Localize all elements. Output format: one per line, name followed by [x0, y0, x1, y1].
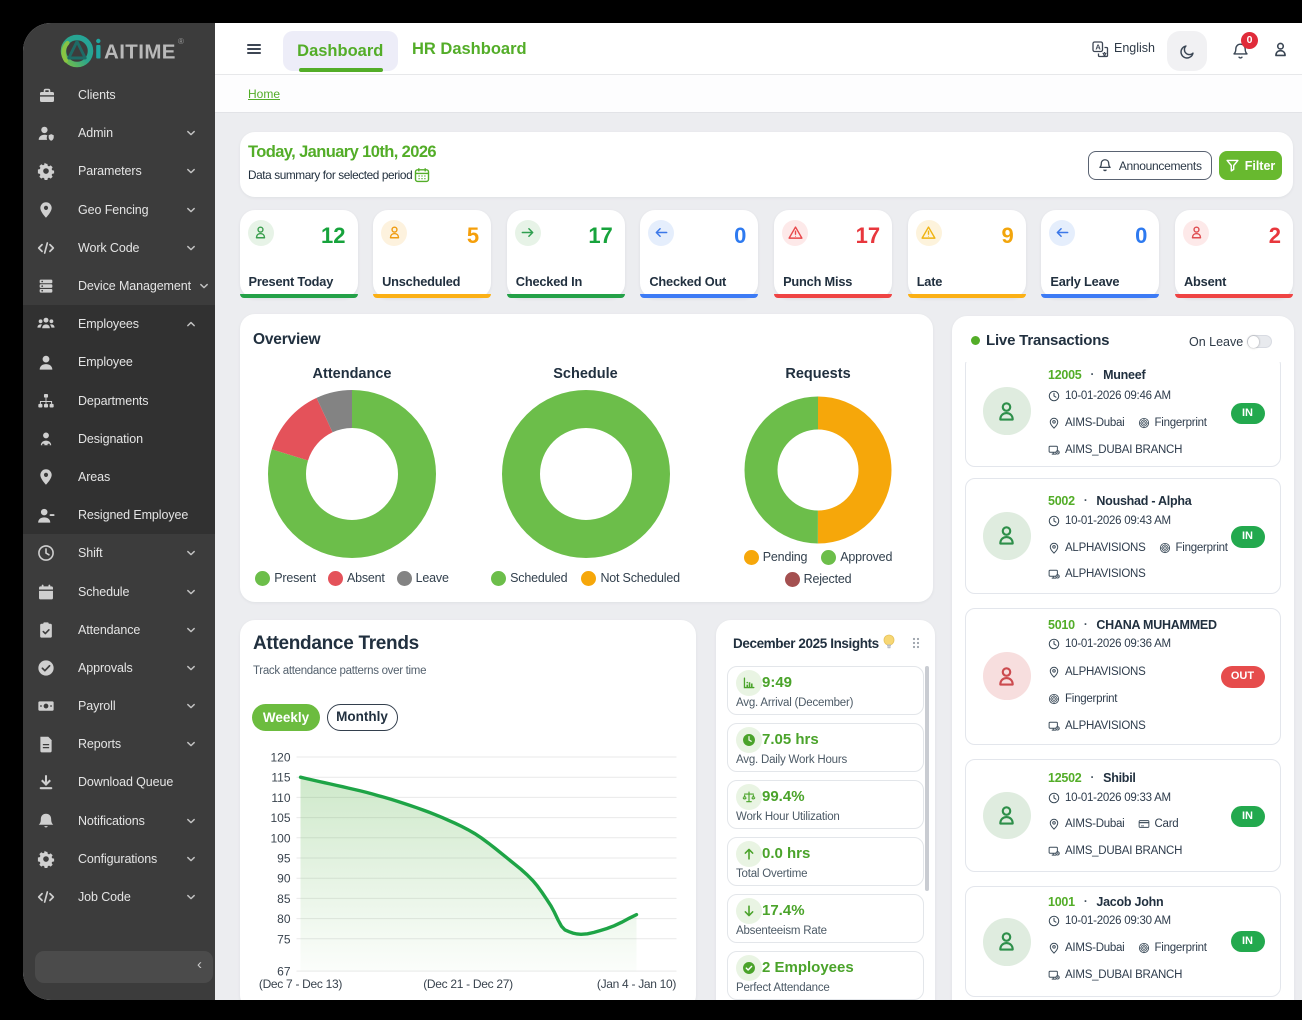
svg-text:80: 80 [277, 912, 291, 926]
svg-text:95: 95 [277, 852, 291, 866]
svg-text:(Dec 7 - Dec 13): (Dec 7 - Dec 13) [258, 977, 342, 991]
svg-text:85: 85 [277, 892, 291, 906]
svg-text:110: 110 [271, 791, 290, 805]
svg-text:67: 67 [277, 965, 291, 979]
svg-text:120: 120 [270, 751, 290, 765]
svg-text:115: 115 [271, 771, 290, 785]
svg-text:AITIME: AITIME [104, 41, 176, 64]
svg-text:®: ® [178, 37, 184, 46]
svg-text:90: 90 [277, 872, 291, 886]
svg-text:100: 100 [270, 831, 290, 845]
svg-text:(Dec 21 - Dec 27): (Dec 21 - Dec 27) [423, 977, 513, 991]
svg-text:(Jan 4 - Jan 10): (Jan 4 - Jan 10) [596, 977, 676, 991]
svg-text:A: A [1095, 43, 1101, 52]
svg-text:105: 105 [270, 811, 290, 825]
svg-text:75: 75 [277, 932, 291, 946]
